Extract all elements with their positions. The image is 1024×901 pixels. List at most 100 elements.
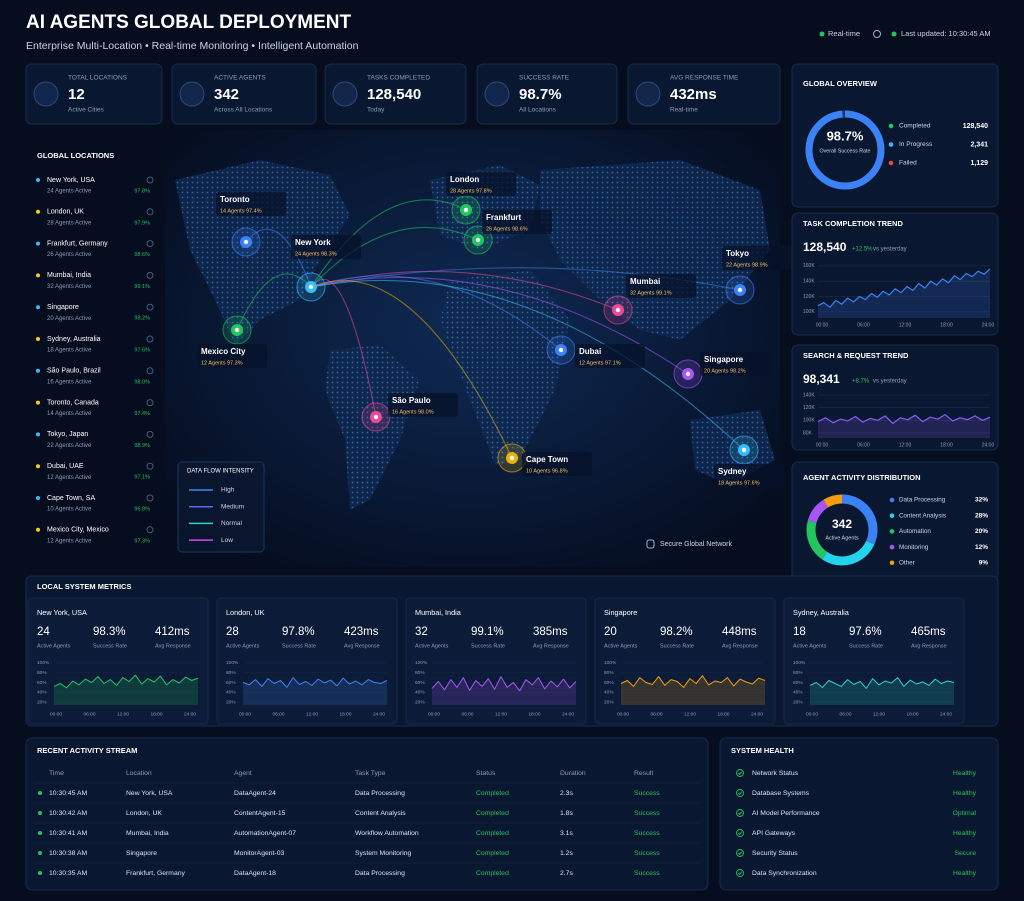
- trend-note: vs yesterday: [873, 379, 907, 385]
- site-name: Sydney, Australia: [793, 608, 850, 617]
- location-agents: 10 Agents Active: [47, 507, 92, 513]
- y-tick-label: 80%: [415, 670, 425, 676]
- table-cell: 10:30:35 AM: [49, 870, 88, 877]
- metric-label: Avg Response: [911, 643, 947, 649]
- site-agents: 28: [226, 626, 239, 638]
- location-name: Singapore: [47, 304, 79, 311]
- x-tick-label: 18:00: [528, 711, 540, 717]
- location-ring[interactable]: [146, 399, 154, 407]
- kpi-value: 12: [68, 86, 85, 103]
- site-name: Mumbai, India: [415, 608, 462, 617]
- health-name: Data Synchronization: [752, 870, 817, 877]
- flow-arc: [310, 226, 479, 288]
- x-tick-label: 18:00: [717, 711, 729, 717]
- row-dot: [38, 851, 42, 855]
- check-icon: [736, 869, 744, 877]
- kpi-icon: [484, 81, 510, 107]
- table-cell: Success: [634, 850, 660, 857]
- location-agents: 24 Agents Active: [47, 189, 92, 195]
- location-name: Tokyo, Japan: [47, 431, 88, 438]
- node-label-bg: [626, 274, 696, 298]
- flow-arc: [310, 276, 689, 375]
- x-tick-label: 06:00: [272, 711, 284, 717]
- trend-value: 128,540: [803, 240, 847, 254]
- last-updated: Last updated: 10:30:45 AM: [901, 29, 991, 38]
- location-ring[interactable]: [146, 462, 154, 470]
- trend-area: [54, 675, 198, 705]
- table-cell: Singapore: [126, 850, 157, 857]
- continent: [440, 270, 570, 465]
- node-label-bg: [446, 172, 516, 196]
- x-tick-label: 24:00: [982, 442, 995, 448]
- health-name: Database Systems: [752, 790, 810, 797]
- trend-line: [242, 677, 388, 688]
- table-cell: 10:30:38 AM: [49, 850, 88, 857]
- x-tick-label: 24:00: [373, 711, 385, 717]
- check-icon: [736, 789, 744, 797]
- site-response: 385ms: [533, 626, 568, 638]
- page-subtitle: Enterprise Multi-Location • Real-time Mo…: [26, 40, 359, 52]
- location-agents: 22 Agents Active: [47, 443, 92, 449]
- table-cell: Completed: [476, 830, 509, 837]
- status-label: Completed: [899, 123, 931, 130]
- kpi-card: [627, 63, 781, 125]
- x-tick-label: 06:00: [857, 322, 870, 328]
- location-agents: 26 Agents Active: [47, 252, 92, 258]
- location-agents: 20 Agents Active: [47, 316, 92, 322]
- location-dot: [36, 305, 40, 310]
- table-cell: System Monitoring: [355, 850, 412, 857]
- location-ring[interactable]: [146, 335, 154, 343]
- location-dot: [36, 400, 40, 405]
- metric-label: Success Rate: [849, 643, 883, 649]
- activity-panel: [25, 737, 709, 891]
- x-tick-label: 00:00: [428, 711, 440, 717]
- site-agents: 18: [793, 626, 806, 638]
- node-core: [615, 307, 621, 313]
- location-ring[interactable]: [146, 367, 154, 375]
- x-tick-label: 24:00: [562, 711, 574, 717]
- location-ring[interactable]: [146, 430, 154, 438]
- y-tick-label: 20%: [604, 699, 614, 705]
- node-label: Dubai: [579, 347, 601, 356]
- table-cell: Mumbai, India: [126, 830, 169, 837]
- location-name: London, UK: [47, 209, 84, 216]
- location-ring[interactable]: [146, 208, 154, 216]
- location-dot: [36, 241, 40, 246]
- y-tick-label: 20%: [37, 699, 47, 705]
- location-rate: 97.8%: [134, 188, 150, 194]
- health-name: API Gateways: [752, 830, 796, 837]
- node-label-bg: [482, 210, 552, 234]
- x-tick-label: 12:00: [306, 711, 318, 717]
- row-dot: [38, 791, 42, 795]
- refresh-icon[interactable]: [873, 30, 881, 38]
- metric-label: Avg Response: [533, 643, 569, 649]
- location-ring[interactable]: [146, 494, 154, 502]
- trend-panel: [791, 212, 999, 336]
- table-cell: London, UK: [126, 810, 162, 817]
- table-cell: 1.8s: [560, 810, 573, 817]
- node-detail: 12 Agents 97.3%: [201, 360, 243, 366]
- metric-label: Active Agents: [793, 643, 827, 649]
- value-label: 32%: [975, 497, 988, 504]
- legend-dot: [889, 560, 895, 566]
- node-label: São Paulo: [392, 396, 431, 405]
- location-ring[interactable]: [146, 176, 154, 184]
- location-name: Mexico City, Mexico: [47, 527, 109, 534]
- node-detail: 16 Agents 98.0%: [392, 409, 434, 415]
- node-label: Sydney: [718, 467, 747, 476]
- x-tick-label: 06:00: [461, 711, 473, 717]
- location-ring[interactable]: [146, 303, 154, 311]
- health-name: Network Status: [752, 770, 799, 777]
- check-mark: [737, 811, 743, 815]
- table-cell: Data Processing: [355, 790, 405, 797]
- location-dot: [36, 432, 40, 437]
- location-ring[interactable]: [146, 526, 154, 534]
- location-ring[interactable]: [146, 271, 154, 279]
- trend-line: [809, 677, 955, 689]
- location-ring[interactable]: [146, 240, 154, 248]
- node-core: [243, 239, 249, 245]
- kpi-value: 342: [214, 86, 239, 103]
- metric-label: Success Rate: [660, 643, 694, 649]
- health-name: Security Status: [752, 850, 798, 857]
- gauge-arc: [805, 110, 885, 190]
